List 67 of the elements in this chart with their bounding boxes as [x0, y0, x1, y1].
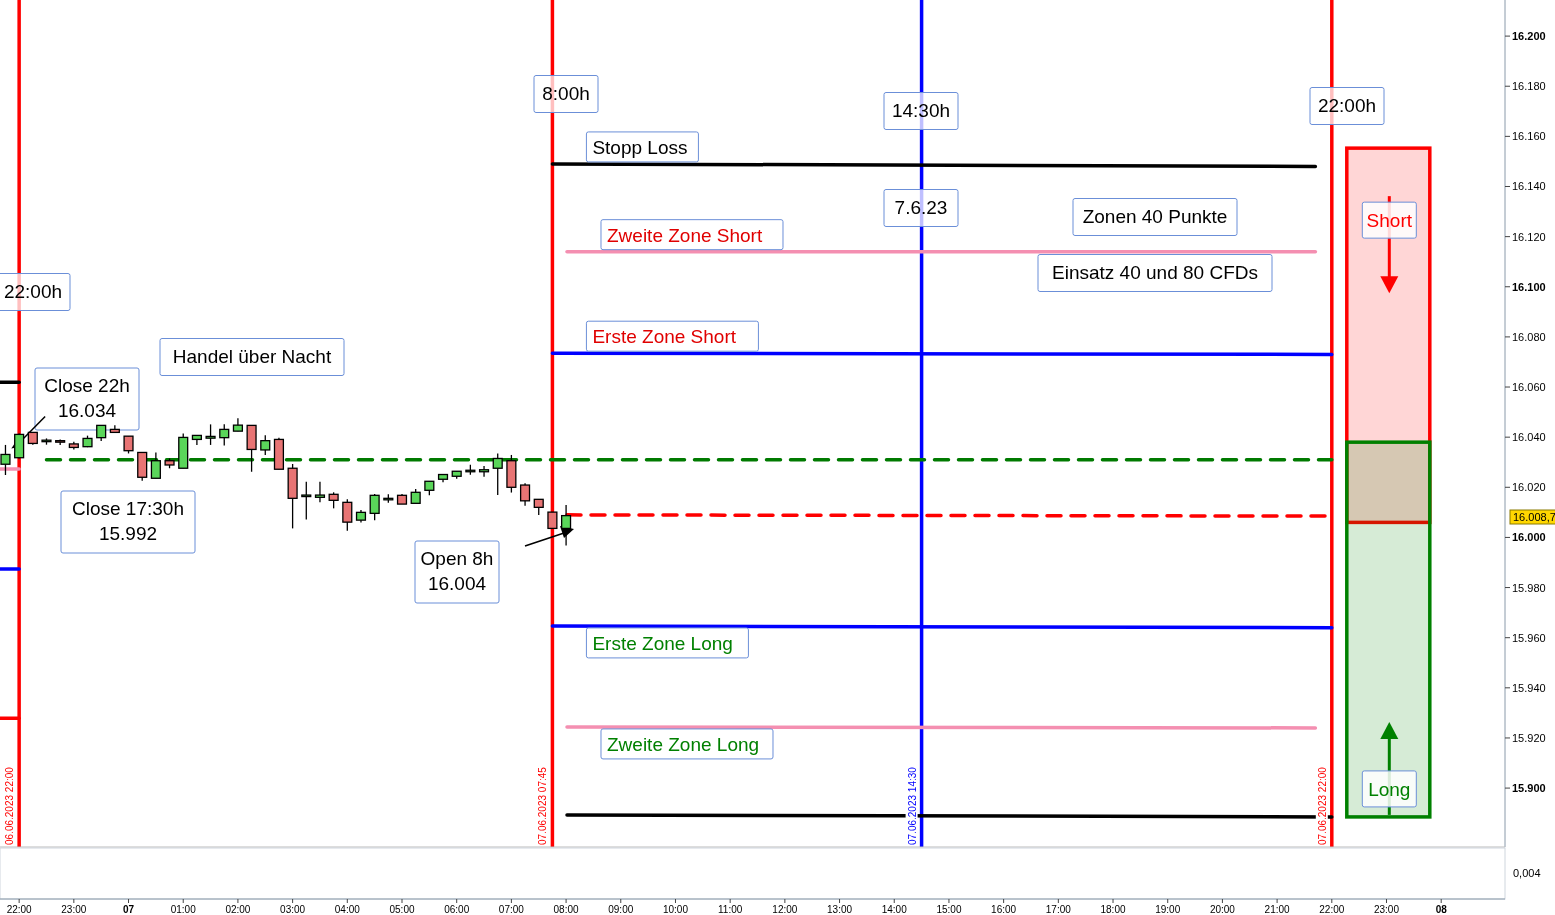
x-tick-label: 04:00 [334, 904, 361, 915]
annotation: Close 17:30h 15.992 [72, 498, 184, 544]
y-tick-label: 15.940 [1512, 681, 1546, 694]
x-tick-label: 18:00 [1100, 904, 1126, 915]
x-tick-label: 23:00 [61, 904, 87, 915]
x-tick-label: 08:00 [553, 904, 580, 915]
annotation: Open 8h 16.004 [420, 548, 494, 594]
x-tick-label: 16:00 [991, 904, 1017, 915]
y-tick-label: 15.900 [1512, 782, 1546, 795]
annotation: 8:00h [542, 82, 590, 104]
annotation: Erste Zone Long [592, 632, 733, 654]
x-tick-label: 09:00 [608, 904, 634, 915]
x-tick-label: 20:00 [1209, 904, 1236, 915]
y-tick-label: 16.040 [1512, 431, 1546, 444]
x-tick-label: 11:00 [718, 904, 743, 915]
x-tick-label: 22:00 [1319, 904, 1345, 915]
y-tick-label: 16.100 [1512, 280, 1546, 293]
y-tick-label: 16.140 [1512, 180, 1546, 193]
x-tick-label: 02:00 [225, 904, 251, 915]
band-label: Short [1366, 210, 1413, 232]
x-tick-label: 21:00 [1264, 904, 1291, 915]
x-tick-label: 15:00 [936, 904, 962, 915]
x-tick-label: 22:00 [6, 904, 33, 915]
annotation: Handel über Nacht [172, 345, 332, 367]
ref-line-label: 07.06.2023 14:30 [906, 766, 918, 845]
text: 0,004 [1513, 867, 1541, 879]
y-tick-label: 16.200 [1512, 30, 1546, 43]
x-tick-label: 06:00 [444, 904, 470, 915]
annotation: Zweite Zone Long [607, 733, 760, 755]
x-tick-label: 03:00 [280, 904, 306, 915]
annotation: 22:00h [1317, 94, 1377, 116]
band-label: Long [1368, 778, 1411, 800]
x-tick-label: 07:00 [498, 904, 525, 915]
ref-line-label: 07.06.2023 07:45 [537, 766, 549, 845]
annotation: Close 22h 16.034 [44, 375, 130, 421]
x-tick-label: 10:00 [662, 904, 689, 915]
text: 16.008,7 [1513, 511, 1555, 523]
annotation: Zonen 40 Punkte [1082, 205, 1228, 227]
series-label: Stopp Loss [592, 136, 688, 158]
x-tick-label: 23:00 [1373, 904, 1400, 915]
x-tick-label: 17:00 [1045, 904, 1072, 915]
x-tick-label: 13:00 [827, 904, 853, 915]
annotation: Zweite Zone Short [607, 224, 763, 246]
x-tick-label: 05:00 [389, 904, 415, 915]
annotation: Erste Zone Short [592, 326, 737, 348]
y-tick-label: 16.020 [1512, 481, 1546, 494]
annotation: 7.6.23 [894, 196, 948, 218]
x-tick-label: 07 [122, 904, 135, 915]
y-tick-label: 16.120 [1512, 230, 1546, 243]
y-tick-label: 16.000 [1512, 531, 1546, 544]
annotation: 14:30h [891, 99, 951, 121]
ref-line-label: 07.06.2023 22:00 [1316, 766, 1328, 845]
y-tick-label: 16.160 [1512, 130, 1546, 143]
x-tick-label: 08 [1435, 904, 1448, 915]
y-tick-label: 16.080 [1512, 330, 1546, 343]
x-tick-label: 19:00 [1155, 904, 1181, 915]
y-tick-label: 16.060 [1512, 381, 1546, 394]
x-tick-label: 12:00 [772, 904, 798, 915]
annotation: 22:00h [3, 280, 63, 302]
ref-line-label: 06.06.2023 22:00 [4, 766, 16, 845]
x-tick-label: 01:00 [170, 904, 197, 915]
y-tick-label: 16.180 [1512, 80, 1546, 93]
y-tick-label: 15.980 [1512, 581, 1546, 594]
annotation: Einsatz 40 und 80 CFDs [1052, 261, 1258, 283]
y-tick-label: 15.960 [1512, 631, 1546, 644]
y-tick-label: 15.920 [1512, 731, 1546, 744]
x-tick-label: 14:00 [881, 904, 908, 915]
